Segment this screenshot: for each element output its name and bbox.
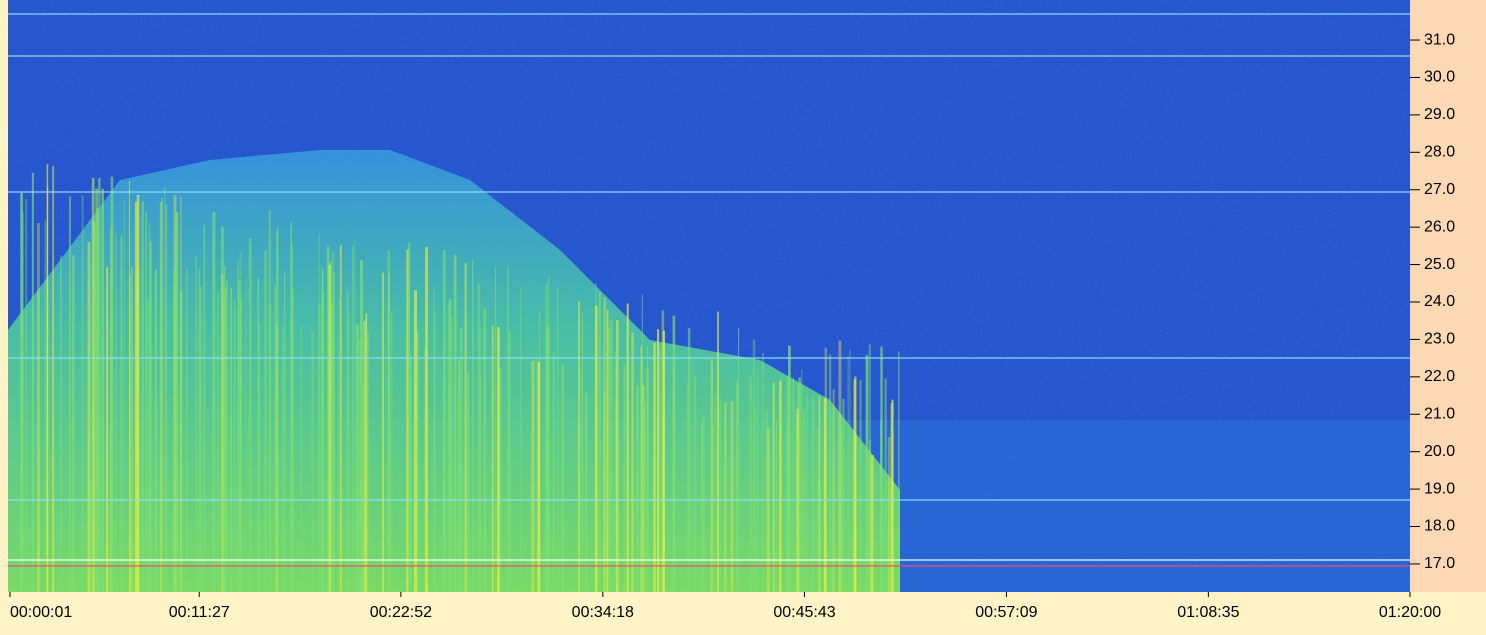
y-tick-label: 27.0 [1424, 181, 1455, 198]
y-tick-label: 22.0 [1424, 368, 1455, 385]
y-tick-label: 25.0 [1424, 256, 1455, 273]
x-tick-label: 00:45:43 [773, 604, 835, 621]
y-tick-label: 18.0 [1424, 518, 1455, 535]
streaks [20, 164, 900, 592]
interference-lines [8, 13, 1410, 567]
x-tick-label: 01:20:00 [1379, 604, 1441, 621]
y-tick-label: 28.0 [1424, 144, 1455, 161]
y-tick-label: 29.0 [1424, 106, 1455, 123]
x-tick-label: 00:22:52 [370, 604, 432, 621]
x-axis-panel [0, 592, 1486, 635]
y-axis-panel [1410, 0, 1486, 635]
x-tick-label: 00:11:27 [169, 604, 230, 621]
x-tick-label: 00:34:18 [572, 604, 634, 621]
y-tick-label: 31.0 [1424, 31, 1455, 48]
y-tick-label: 20.0 [1424, 443, 1455, 460]
y-tick-label: 21.0 [1424, 405, 1455, 422]
y-tick-label: 17.0 [1424, 555, 1455, 572]
y-tick-label: 24.0 [1424, 293, 1455, 310]
x-tick-label: 00:57:09 [975, 604, 1037, 621]
y-tick-label: 30.0 [1424, 69, 1455, 86]
y-tick-label: 26.0 [1424, 218, 1455, 235]
y-tick-label: 23.0 [1424, 331, 1455, 348]
x-tick-label: 01:08:35 [1177, 604, 1239, 621]
plot-area [8, 0, 1410, 592]
y-tick-label: 19.0 [1424, 480, 1455, 497]
x-tick-label: 00:00:01 [10, 604, 72, 621]
